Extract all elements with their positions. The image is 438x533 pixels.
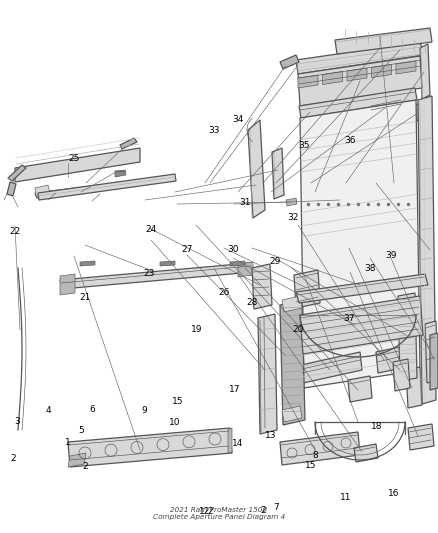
Polygon shape	[354, 444, 378, 462]
Text: 4: 4	[46, 406, 51, 415]
Text: 2: 2	[83, 462, 88, 471]
Text: 1: 1	[65, 438, 71, 447]
Text: 25: 25	[68, 155, 79, 163]
Polygon shape	[282, 406, 302, 422]
Polygon shape	[299, 88, 417, 118]
Text: 7: 7	[273, 504, 279, 512]
Text: 15: 15	[172, 397, 183, 406]
Polygon shape	[296, 274, 428, 303]
Polygon shape	[8, 165, 26, 181]
Polygon shape	[398, 293, 417, 381]
Text: 3: 3	[14, 417, 21, 425]
Text: 37: 37	[344, 314, 355, 323]
Polygon shape	[370, 97, 404, 119]
Text: 18: 18	[371, 422, 382, 431]
Polygon shape	[38, 174, 176, 200]
Polygon shape	[335, 28, 432, 54]
Polygon shape	[393, 359, 410, 391]
Polygon shape	[298, 75, 318, 88]
Text: 6: 6	[89, 405, 95, 414]
Polygon shape	[322, 71, 343, 85]
Polygon shape	[425, 321, 438, 383]
Polygon shape	[60, 274, 75, 295]
Text: 2: 2	[208, 507, 213, 516]
Text: 14: 14	[232, 439, 244, 448]
Text: 24: 24	[145, 225, 157, 233]
Text: 26: 26	[219, 288, 230, 296]
Polygon shape	[348, 376, 372, 402]
Text: 22: 22	[10, 228, 21, 236]
Text: 15: 15	[305, 461, 317, 470]
Text: 33: 33	[208, 126, 219, 135]
Polygon shape	[35, 185, 50, 196]
Text: 9: 9	[141, 406, 148, 415]
Text: 12: 12	[199, 507, 211, 516]
Polygon shape	[296, 42, 424, 74]
Text: 31: 31	[240, 198, 251, 207]
Text: 23: 23	[143, 269, 155, 278]
Text: 10: 10	[170, 418, 181, 427]
Polygon shape	[371, 64, 392, 77]
Polygon shape	[35, 185, 102, 198]
Polygon shape	[80, 261, 95, 266]
Polygon shape	[160, 261, 175, 266]
Polygon shape	[230, 261, 245, 266]
Polygon shape	[406, 367, 422, 408]
Text: 17: 17	[229, 385, 240, 393]
Polygon shape	[301, 352, 362, 383]
Text: 21: 21	[80, 293, 91, 302]
Text: 27: 27	[182, 245, 193, 254]
Polygon shape	[228, 428, 232, 453]
Polygon shape	[252, 264, 272, 309]
Polygon shape	[60, 263, 253, 289]
Text: 5: 5	[78, 426, 84, 435]
Text: 2021 Ram ProMaster 1500
Complete Aperture Panel Diagram 4: 2021 Ram ProMaster 1500 Complete Apertur…	[153, 507, 285, 520]
Text: 29: 29	[269, 257, 281, 265]
Polygon shape	[420, 44, 430, 99]
Text: 13: 13	[265, 432, 276, 440]
Polygon shape	[300, 100, 420, 388]
Polygon shape	[238, 262, 253, 277]
Polygon shape	[248, 120, 265, 218]
Text: 2: 2	[260, 506, 265, 515]
Text: 2: 2	[11, 454, 16, 463]
Text: 16: 16	[389, 489, 400, 497]
Polygon shape	[347, 68, 367, 81]
Polygon shape	[280, 55, 299, 69]
Polygon shape	[115, 170, 126, 177]
Text: 38: 38	[364, 264, 376, 272]
Text: 34: 34	[232, 116, 244, 124]
Polygon shape	[396, 61, 416, 74]
Polygon shape	[272, 148, 284, 199]
Polygon shape	[280, 432, 360, 465]
Polygon shape	[294, 270, 320, 308]
Polygon shape	[430, 333, 438, 390]
Polygon shape	[418, 96, 436, 404]
Text: 19: 19	[191, 325, 202, 334]
Text: 20: 20	[292, 325, 304, 334]
Text: 28: 28	[246, 298, 258, 307]
Polygon shape	[415, 102, 426, 121]
Text: 35: 35	[298, 141, 309, 150]
Polygon shape	[298, 56, 422, 106]
Polygon shape	[15, 148, 140, 182]
Text: 39: 39	[385, 252, 397, 260]
Polygon shape	[280, 300, 305, 425]
Polygon shape	[68, 428, 232, 467]
Polygon shape	[408, 424, 434, 450]
Polygon shape	[7, 182, 16, 196]
Text: 30: 30	[228, 245, 239, 254]
Polygon shape	[376, 347, 402, 373]
Polygon shape	[120, 138, 137, 149]
Polygon shape	[282, 296, 302, 312]
Text: 8: 8	[312, 451, 318, 460]
Polygon shape	[258, 314, 277, 434]
Text: 32: 32	[287, 213, 298, 222]
Polygon shape	[286, 198, 297, 206]
Polygon shape	[68, 453, 86, 467]
Polygon shape	[300, 296, 423, 354]
Text: 36: 36	[345, 136, 356, 144]
Text: 11: 11	[340, 493, 352, 502]
